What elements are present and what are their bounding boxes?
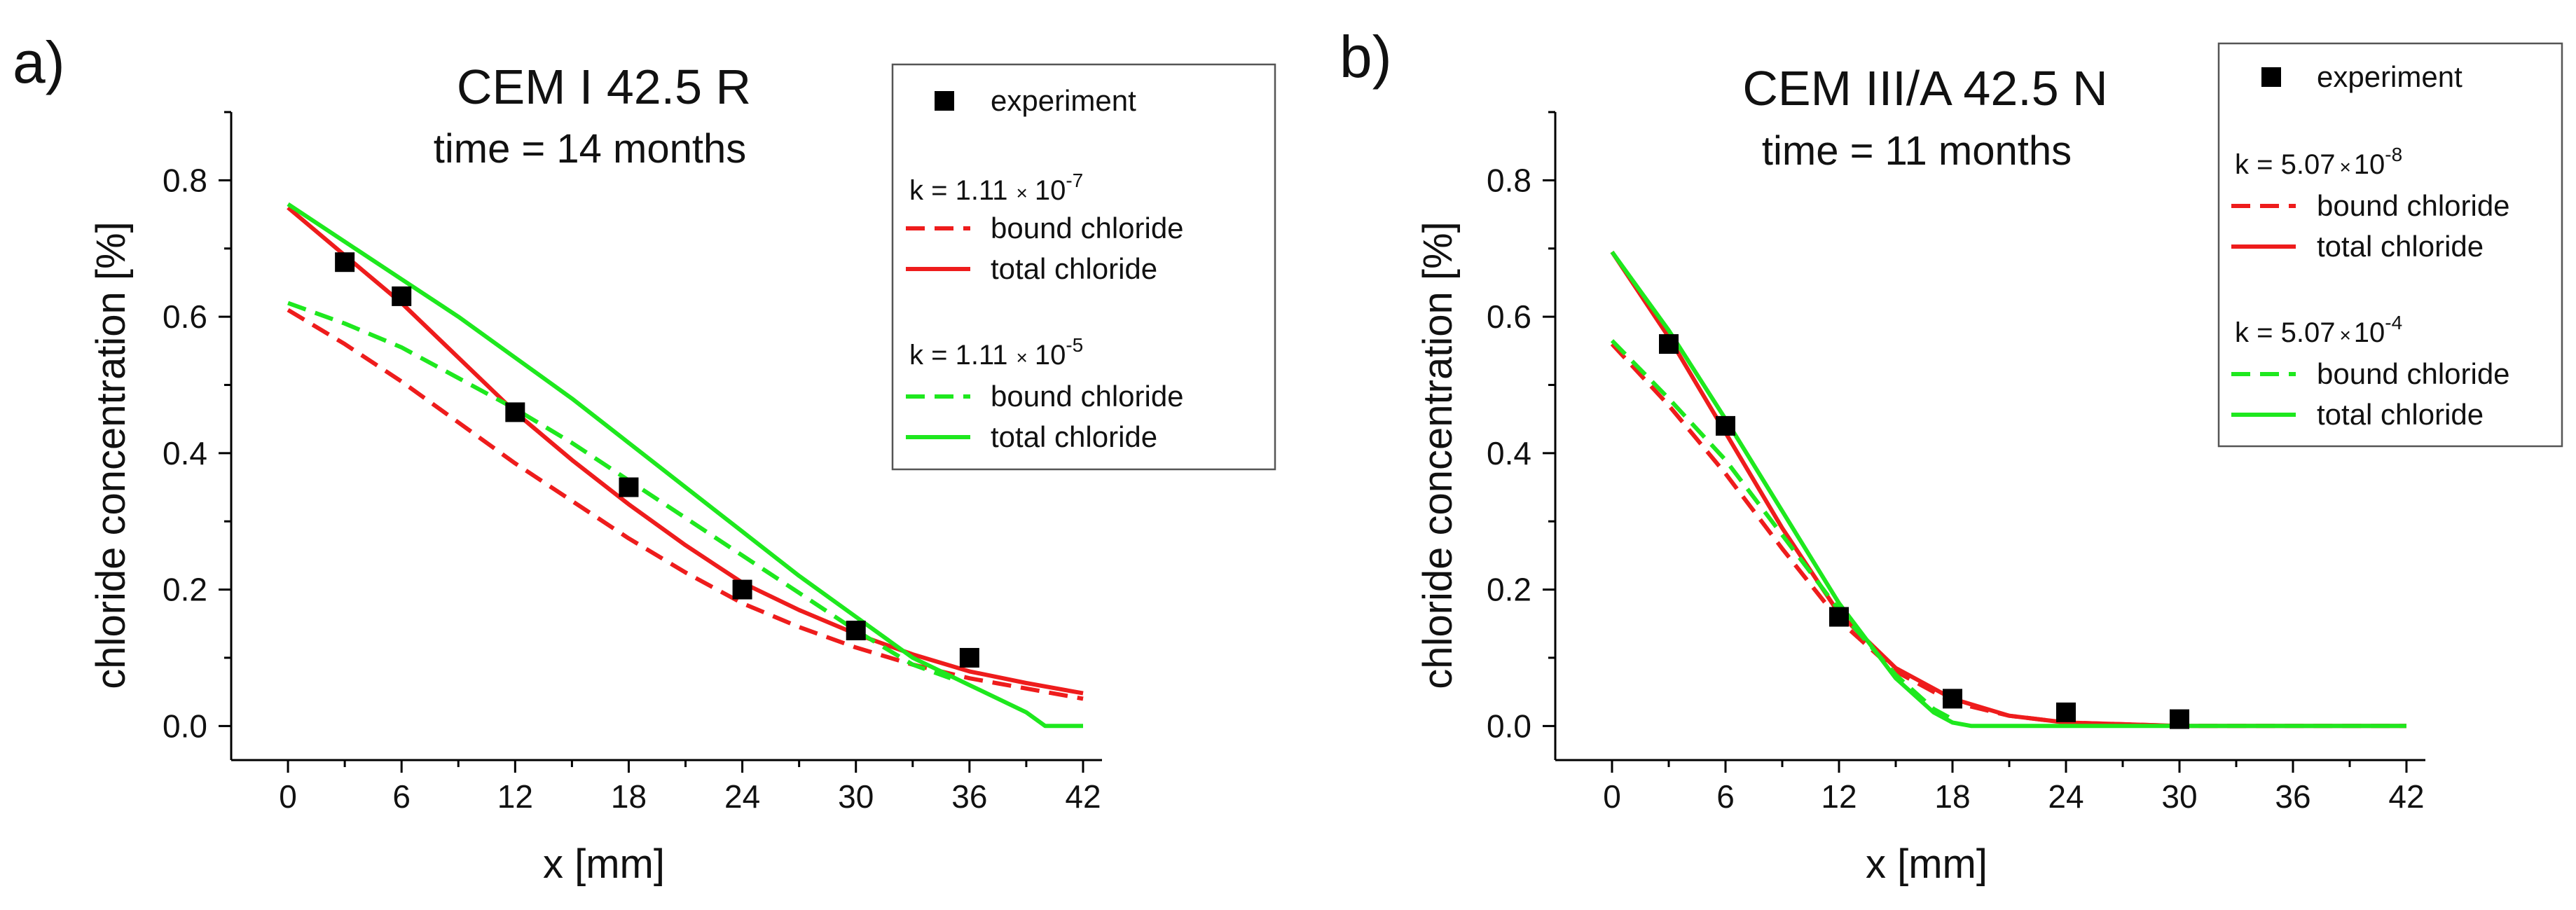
bound-chloride-green-line — [1610, 339, 1954, 722]
axes: 0 6 12 18 24 30 36 42 0.0 0.2 0.4 0.6 0.8 — [163, 111, 1102, 815]
legend-k-red: k = 1.11 × 10-7 — [909, 170, 1083, 206]
x-axis-label: x [mm] — [543, 841, 665, 887]
k-base: k = 1.11 — [909, 175, 1007, 206]
legend: experiment k = 1.11 × 10-7 bound chloride … — [891, 63, 1276, 471]
y-tick-label: 0.6 — [163, 298, 207, 335]
panel-a: a) CEM I 42.5 R time = 14 months chlorid… — [13, 29, 1276, 887]
experiment-point — [846, 621, 866, 640]
legend-k-red: k = 5.07 × 10-8 — [2235, 144, 2402, 180]
k-base: k = 5.07 — [2235, 317, 2335, 348]
axes: 0 6 12 18 24 30 36 42 0.0 0.2 0.4 0.6 0.8 — [1487, 111, 2425, 815]
experiment-point — [732, 579, 752, 600]
chart-subtitle: time = 11 months — [1762, 128, 2072, 174]
legend-red-bound-label: bound chloride — [991, 212, 1184, 244]
chart-title: CEM I 42.5 R — [457, 60, 751, 114]
panel-label: a) — [13, 29, 65, 95]
experiment-point — [1943, 689, 1962, 709]
y-tick-label: 0.2 — [1487, 572, 1531, 608]
experiment-point — [392, 286, 412, 306]
experiment-point — [2170, 709, 2189, 729]
experiment-markers — [335, 252, 979, 668]
legend: experiment k = 5.07 × 10-8 bound chloride … — [2217, 42, 2563, 448]
legend-k-green: k = 1.11 × 10-5 — [909, 334, 1083, 371]
x-tick-label: 6 — [392, 778, 411, 815]
y-tick-label: 0.8 — [163, 162, 207, 198]
k-times: × — [1016, 182, 1027, 204]
chart-title: CEM III/A 42.5 N — [1742, 61, 2107, 116]
x-tick-label: 24 — [2048, 778, 2083, 815]
x-tick-label: 18 — [611, 778, 647, 815]
bound-chloride-red-line — [1610, 343, 2406, 729]
total-chloride-green-line — [1610, 250, 2406, 729]
experiment-point — [619, 477, 639, 497]
y-tick-label: 0.4 — [1487, 435, 1531, 471]
panel-label: b) — [1339, 24, 1392, 90]
legend-green-total-label: total chloride — [991, 420, 1157, 453]
x-tick-label: 24 — [724, 778, 760, 815]
panel-b: b) CEM III/A 42.5 N time = 11 months chl… — [1339, 24, 2563, 887]
y-tick-label: 0.8 — [1487, 162, 1531, 198]
legend-experiment-marker — [2261, 67, 2281, 87]
legend-experiment-label: experiment — [991, 84, 1136, 117]
experiment-point — [335, 252, 355, 273]
x-tick-label: 30 — [2161, 778, 2197, 815]
k-exponent: -8 — [2385, 144, 2402, 165]
legend-experiment-label: experiment — [2317, 60, 2463, 93]
total-chloride-green-line — [287, 202, 1083, 729]
legend-green-total-label: total chloride — [2317, 398, 2484, 431]
y-tick-label: 0.6 — [1487, 298, 1531, 335]
k-ten: 10 — [1035, 340, 1066, 371]
x-tick-label: 0 — [279, 778, 297, 815]
k-times: × — [2339, 324, 2350, 346]
k-exponent: -7 — [1066, 170, 1083, 191]
experiment-point — [959, 647, 979, 668]
legend-green-bound-label: bound chloride — [991, 380, 1184, 413]
chart-subtitle: time = 14 months — [434, 126, 747, 172]
y-tick-label: 0.2 — [163, 572, 207, 608]
experiment-point — [1829, 607, 1849, 627]
k-base: k = 1.11 — [909, 340, 1007, 371]
legend-red-total-label: total chloride — [991, 252, 1157, 285]
k-ten: 10 — [2354, 149, 2385, 180]
experiment-markers — [1659, 334, 2189, 729]
legend-green-bound-label: bound chloride — [2317, 357, 2510, 390]
legend-red-bound-label: bound chloride — [2317, 189, 2510, 222]
y-axis-label: chloride concentration [%] — [1415, 221, 1461, 689]
total-chloride-red-line — [287, 206, 1084, 696]
x-tick-label: 36 — [951, 778, 987, 815]
y-tick-label: 0.0 — [163, 708, 207, 744]
x-tick-label: 12 — [1821, 778, 1857, 815]
x-tick-label: 0 — [1603, 778, 1621, 815]
legend-experiment-marker — [935, 91, 954, 111]
y-tick-label: 0.0 — [1487, 708, 1531, 744]
x-tick-label: 18 — [1934, 778, 1970, 815]
x-tick-label: 6 — [1716, 778, 1735, 815]
legend-red-total-label: total chloride — [2317, 230, 2484, 263]
k-ten: 10 — [2354, 317, 2385, 348]
experiment-point — [1659, 334, 1679, 354]
k-exponent: -5 — [1066, 334, 1083, 356]
k-base: k = 5.07 — [2235, 149, 2335, 180]
experiment-point — [2056, 702, 2076, 722]
experiment-point — [1716, 415, 1735, 436]
k-ten: 10 — [1035, 175, 1066, 206]
legend-k-green: k = 5.07 × 10-4 — [2235, 312, 2402, 348]
k-times: × — [2339, 156, 2350, 178]
x-axis-label: x [mm] — [1866, 841, 1988, 887]
x-tick-label: 42 — [2388, 778, 2424, 815]
k-times: × — [1016, 347, 1027, 368]
y-axis-label: chloride concentration [%] — [88, 221, 134, 689]
x-tick-label: 42 — [1065, 778, 1101, 815]
x-tick-label: 30 — [838, 778, 874, 815]
k-exponent: -4 — [2385, 312, 2402, 333]
x-tick-label: 36 — [2275, 778, 2310, 815]
x-tick-label: 12 — [497, 778, 533, 815]
experiment-point — [505, 402, 525, 422]
y-tick-label: 0.4 — [163, 435, 207, 471]
